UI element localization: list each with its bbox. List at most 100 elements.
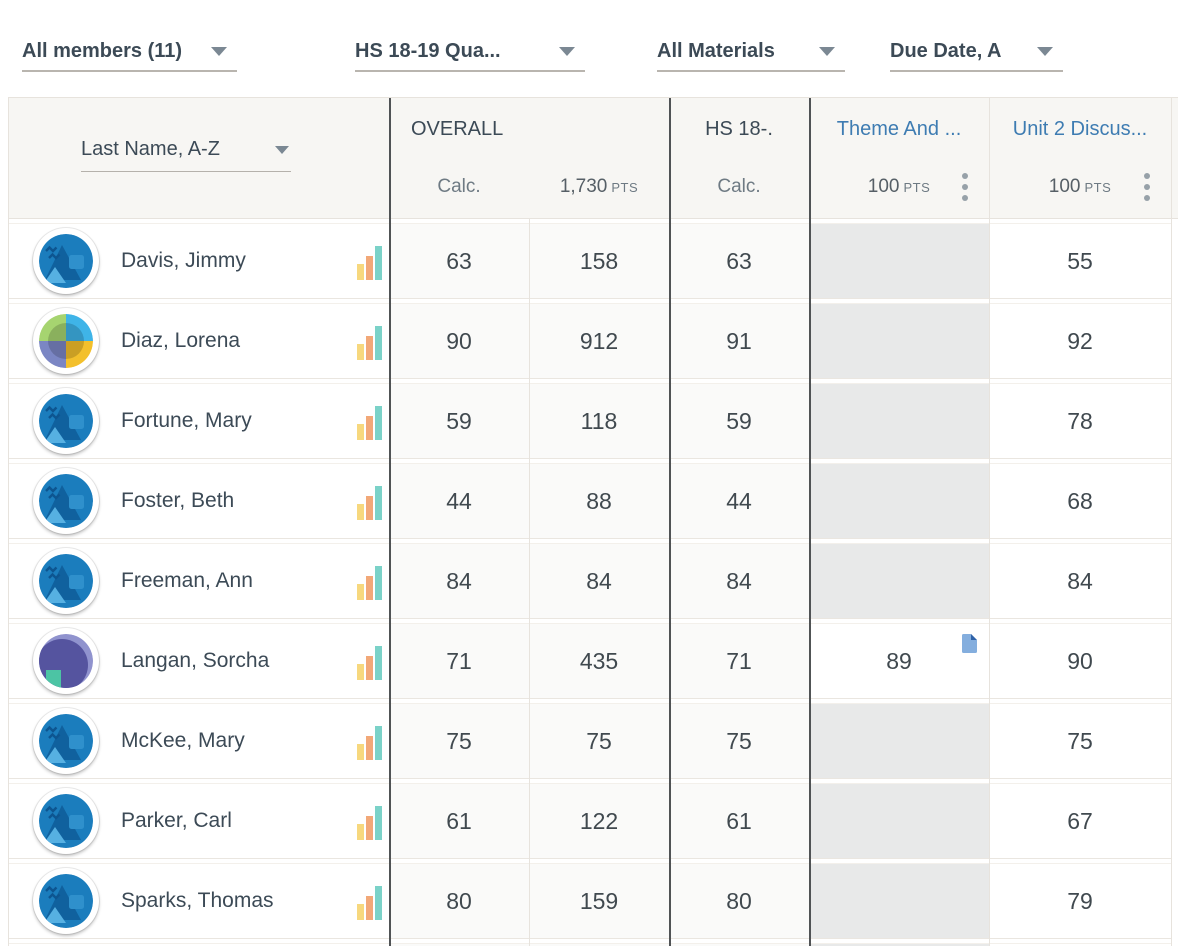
student-stats-bars-icon[interactable]	[357, 242, 383, 280]
assignment-unit2-link[interactable]: Unit 2 Discus...	[1012, 118, 1148, 140]
student-stats-bars-icon[interactable]	[357, 642, 383, 680]
student-name-cell: Fortune, Mary	[9, 383, 389, 459]
unit2-grade-cell[interactable]: 92	[989, 303, 1171, 379]
grading-period-filter-label: HS 18-19 Qua...	[355, 39, 501, 62]
sort-due-date-dropdown[interactable]: Due Date, A	[890, 32, 1063, 72]
unit2-grade-cell[interactable]: 68	[989, 463, 1171, 539]
theme-grade-cell[interactable]	[809, 543, 989, 619]
student-stats-bars-icon[interactable]	[357, 722, 383, 760]
student-stats-bars-icon[interactable]	[357, 802, 383, 840]
overall-points-cell[interactable]: 118	[529, 383, 669, 459]
overall-calc-cell[interactable]: 71	[389, 623, 529, 699]
student-stats-bars-icon[interactable]	[357, 562, 383, 600]
student-name-cell: Parker, Carl	[9, 783, 389, 859]
hs-calc-cell[interactable]: 80	[669, 863, 809, 939]
unit2-grade-cell[interactable]: 55	[989, 223, 1171, 299]
edge-sliver	[1171, 703, 1178, 779]
overall-points-cell[interactable]: 75	[529, 703, 669, 779]
hs-grading-title: HS 18-.	[705, 118, 773, 140]
unit2-grade-cell[interactable]: 75	[989, 703, 1171, 779]
grading-period-filter-dropdown[interactable]: HS 18-19 Qua...	[355, 32, 585, 72]
gradebook-header: Last Name, A-Z OVERALL Calc. 1,730 PTS HS…	[9, 98, 1178, 219]
overall-points-label: 1,730 PTS	[559, 176, 639, 197]
column-divider	[809, 98, 811, 946]
student-name[interactable]: Diaz, Lorena	[121, 329, 241, 352]
student-stats-bars-icon[interactable]	[357, 482, 383, 520]
overall-points-cell[interactable]: 88	[529, 463, 669, 539]
gradebook-table: Last Name, A-Z OVERALL Calc. 1,730 PTS HS…	[8, 97, 1178, 946]
unit2-grade-cell[interactable]: 79	[989, 863, 1171, 939]
student-name[interactable]: Fortune, Mary	[121, 409, 252, 432]
theme-grade-cell[interactable]: 89	[809, 623, 989, 699]
theme-grade-cell[interactable]	[809, 383, 989, 459]
members-filter-label: All members (11)	[22, 39, 183, 62]
edge-sliver	[1171, 943, 1178, 946]
theme-grade-cell[interactable]	[809, 703, 989, 779]
overall-calc-cell[interactable]: 61	[389, 783, 529, 859]
theme-grade-cell[interactable]	[809, 783, 989, 859]
overall-points-cell[interactable]: 159	[529, 863, 669, 939]
student-stats-bars-icon[interactable]	[357, 402, 383, 440]
unit2-grade-cell[interactable]	[989, 943, 1171, 946]
theme-grade-cell[interactable]	[809, 943, 989, 946]
last-name-sort-dropdown[interactable]: Last Name, A-Z	[81, 128, 291, 172]
members-filter-dropdown[interactable]: All members (11)	[22, 32, 237, 72]
overall-calc-cell[interactable]	[389, 943, 529, 946]
student-row: Diaz, Lorena 90 912 91 92	[9, 303, 1178, 379]
student-name[interactable]: McKee, Mary	[121, 729, 245, 752]
unit2-grade-cell[interactable]: 84	[989, 543, 1171, 619]
student-name-cell: Davis, Jimmy	[9, 223, 389, 299]
edge-sliver	[1171, 463, 1178, 539]
overall-points-cell[interactable]: 122	[529, 783, 669, 859]
overall-points-cell[interactable]: 435	[529, 623, 669, 699]
hs-calc-cell[interactable]: 71	[669, 623, 809, 699]
overall-calc-cell[interactable]: 80	[389, 863, 529, 939]
assignment-theme-column-header: Theme And ... 100 PTS	[809, 98, 989, 219]
unit2-grade-cell[interactable]: 78	[989, 383, 1171, 459]
student-name[interactable]: Parker, Carl	[121, 809, 232, 832]
theme-grade-cell[interactable]	[809, 863, 989, 939]
student-avatar	[33, 868, 99, 934]
assignment-theme-menu-kebab-icon[interactable]	[955, 166, 975, 208]
overall-calc-cell[interactable]: 63	[389, 223, 529, 299]
hs-calc-cell[interactable]: 63	[669, 223, 809, 299]
student-avatar	[33, 708, 99, 774]
overall-calc-cell[interactable]: 59	[389, 383, 529, 459]
overall-calc-cell[interactable]: 90	[389, 303, 529, 379]
student-row: Foster, Beth 44 88 44 68	[9, 463, 1178, 539]
hs-calc-cell[interactable]: 75	[669, 703, 809, 779]
unit2-grade-cell[interactable]: 90	[989, 623, 1171, 699]
student-name-cell	[9, 943, 389, 946]
student-name[interactable]: Langan, Sorcha	[121, 649, 270, 672]
submission-document-icon[interactable]	[962, 632, 977, 653]
assignment-theme-link[interactable]: Theme And ...	[836, 118, 962, 140]
overall-points-cell[interactable]: 84	[529, 543, 669, 619]
student-stats-bars-icon[interactable]	[357, 322, 383, 360]
overall-points-cell[interactable]: 912	[529, 303, 669, 379]
hs-calc-cell[interactable]: 44	[669, 463, 809, 539]
student-name[interactable]: Foster, Beth	[121, 489, 235, 512]
hs-calc-cell[interactable]: 61	[669, 783, 809, 859]
overall-points-cell[interactable]	[529, 943, 669, 946]
hs-calc-cell[interactable]	[669, 943, 809, 946]
student-name[interactable]: Sparks, Thomas	[121, 889, 274, 912]
student-row: Davis, Jimmy 63 158 63 55	[9, 223, 1178, 299]
materials-filter-dropdown[interactable]: All Materials	[657, 32, 845, 72]
student-name[interactable]: Davis, Jimmy	[121, 249, 246, 272]
theme-grade-cell[interactable]	[809, 463, 989, 539]
student-avatar	[33, 308, 99, 374]
theme-grade-cell[interactable]	[809, 223, 989, 299]
assignment-unit2-menu-kebab-icon[interactable]	[1137, 166, 1157, 208]
overall-calc-cell[interactable]: 44	[389, 463, 529, 539]
hs-calc-cell[interactable]: 91	[669, 303, 809, 379]
column-divider	[1171, 98, 1172, 946]
student-name[interactable]: Freeman, Ann	[121, 569, 253, 592]
hs-calc-cell[interactable]: 59	[669, 383, 809, 459]
overall-points-cell[interactable]: 158	[529, 223, 669, 299]
overall-calc-cell[interactable]: 84	[389, 543, 529, 619]
overall-calc-cell[interactable]: 75	[389, 703, 529, 779]
theme-grade-cell[interactable]	[809, 303, 989, 379]
unit2-grade-cell[interactable]: 67	[989, 783, 1171, 859]
hs-calc-cell[interactable]: 84	[669, 543, 809, 619]
student-stats-bars-icon[interactable]	[357, 882, 383, 920]
